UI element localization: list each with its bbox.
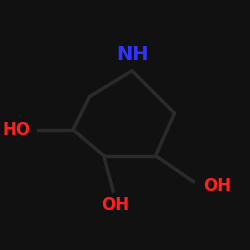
Text: OH: OH	[102, 196, 130, 214]
Text: NH: NH	[116, 45, 148, 64]
Text: OH: OH	[203, 177, 231, 195]
Text: HO: HO	[2, 121, 30, 139]
